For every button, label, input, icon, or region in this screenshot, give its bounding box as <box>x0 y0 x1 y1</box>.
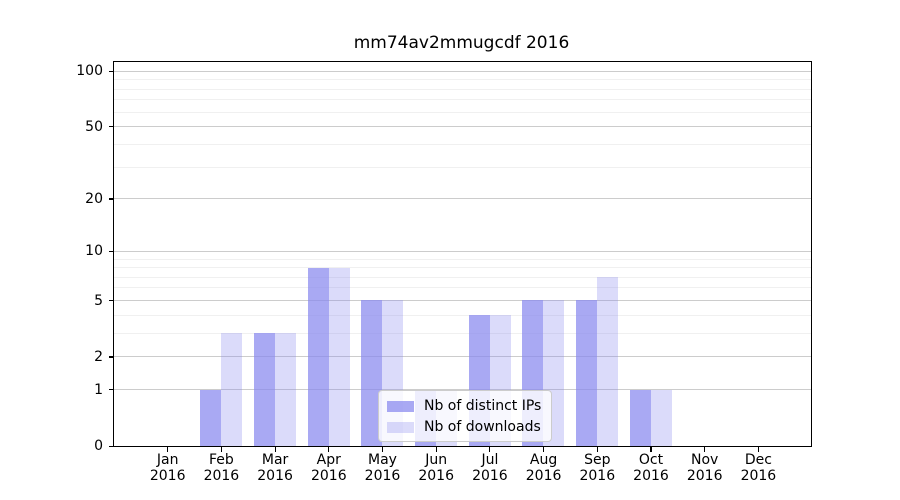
x-tick-label: May 2016 <box>364 452 401 484</box>
y-tick-mark <box>109 70 113 72</box>
gridline-major <box>114 198 811 200</box>
gridline-minor <box>114 287 811 289</box>
y-tick-mark <box>109 356 113 358</box>
gridline-minor <box>114 143 811 145</box>
bar-downloads <box>597 277 619 446</box>
x-tick-label: Apr 2016 <box>310 452 347 484</box>
gridline-minor <box>114 79 811 81</box>
x-tick-label: Jun 2016 <box>418 452 454 484</box>
x-tick-label: Dec 2016 <box>740 452 777 484</box>
bar-distinct-ips <box>629 389 651 446</box>
y-tick-label: 100 <box>76 63 103 80</box>
bar-distinct-ips <box>361 300 383 446</box>
y-tick-mark <box>109 300 113 302</box>
x-tick-mark <box>650 447 652 452</box>
x-tick-label: Nov 2016 <box>686 452 723 484</box>
gridline-minor <box>114 276 811 278</box>
x-tick-label: Jul 2016 <box>472 452 508 484</box>
x-tick-mark <box>220 447 222 452</box>
bar-distinct-ips <box>253 333 275 446</box>
legend-label-distinct-ips: Nb of distinct IPs <box>424 398 542 414</box>
y-tick-label: 10 <box>85 243 103 260</box>
y-tick-label: 1 <box>94 381 103 398</box>
gridline-major <box>114 389 811 391</box>
gridline-major <box>114 299 811 301</box>
gridline-major <box>114 356 811 358</box>
gridline-minor <box>114 166 811 168</box>
x-tick-mark <box>381 447 384 452</box>
bar-downloads <box>274 333 296 446</box>
legend-item-downloads: Nb of downloads <box>387 419 541 435</box>
y-tick-label: 50 <box>85 118 103 135</box>
gridline-minor <box>114 332 811 334</box>
legend-swatch-downloads <box>387 421 414 433</box>
y-tick-label: 2 <box>94 348 103 365</box>
legend-item-distinct-ips: Nb of distinct IPs <box>387 398 541 414</box>
bar-distinct-ips <box>576 300 598 446</box>
x-tick-mark <box>274 447 276 452</box>
x-tick-label: Jan 2016 <box>149 452 186 484</box>
gridline-major <box>114 70 811 72</box>
x-tick-mark <box>167 447 169 452</box>
bar-downloads <box>328 267 350 446</box>
y-tick-mark <box>109 445 113 447</box>
legend-label-downloads: Nb of downloads <box>424 419 541 435</box>
x-tick-label: Sep 2016 <box>579 452 616 484</box>
x-tick-mark <box>435 447 437 452</box>
y-tick-mark <box>109 250 113 253</box>
bar-downloads <box>650 389 672 446</box>
gridline-major <box>114 126 811 128</box>
x-tick-label: Mar 2016 <box>257 452 293 484</box>
x-tick-mark <box>596 447 598 452</box>
bar-distinct-ips <box>307 267 329 446</box>
y-tick-mark <box>109 126 113 128</box>
y-tick-mark <box>109 389 113 391</box>
x-tick-mark <box>757 447 759 452</box>
plot-area <box>113 61 812 447</box>
legend: Nb of distinct IPs Nb of downloads <box>378 390 553 442</box>
gridline-minor <box>114 99 811 101</box>
gridline-minor <box>114 267 811 269</box>
gridline-minor <box>114 88 811 90</box>
gridline-minor <box>114 258 811 260</box>
chart-title: mm74av2mmugcdf 2016 <box>353 33 570 53</box>
y-tick-label: 0 <box>94 438 103 455</box>
x-tick-label: Aug 2016 <box>525 452 562 484</box>
y-tick-mark <box>109 198 113 200</box>
x-tick-mark <box>489 447 491 452</box>
bar-distinct-ips <box>200 389 222 446</box>
gridline-major <box>114 250 811 252</box>
x-tick-mark <box>543 447 545 452</box>
gridline-minor <box>114 111 811 113</box>
x-tick-mark <box>328 447 330 452</box>
x-tick-label: Feb 2016 <box>203 452 240 484</box>
y-tick-label: 5 <box>94 292 103 309</box>
legend-swatch-distinct-ips <box>387 400 414 412</box>
bar-downloads <box>221 333 243 446</box>
x-tick-label: Oct 2016 <box>633 452 669 484</box>
y-tick-label: 20 <box>85 190 103 207</box>
gridline-minor <box>114 314 811 316</box>
x-tick-mark <box>704 447 706 452</box>
